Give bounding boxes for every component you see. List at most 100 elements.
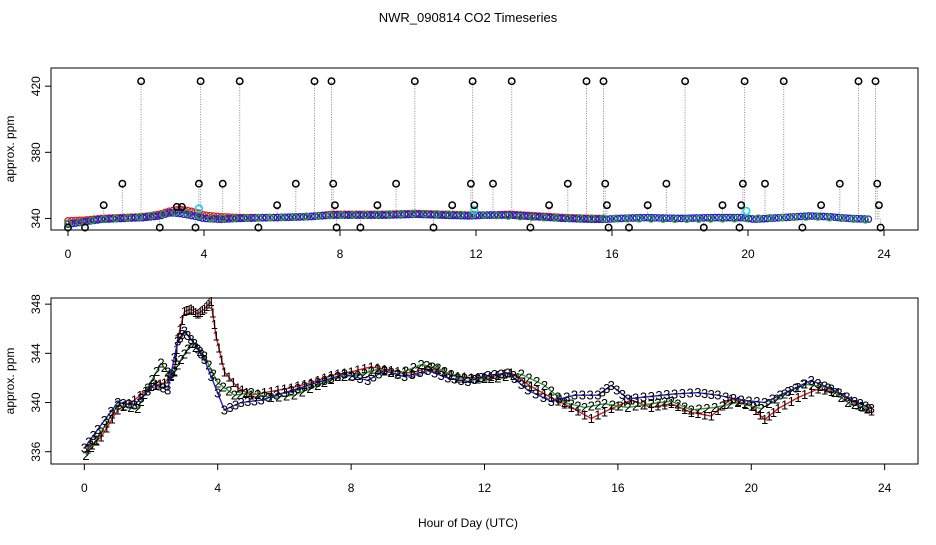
bottom-point-label-blue: 3 bbox=[563, 390, 570, 405]
bottom-series-segment-red bbox=[710, 398, 732, 417]
bottom-point-label-blue: 3 bbox=[619, 387, 626, 402]
bottom-point-label-red: 1 bbox=[261, 385, 268, 400]
bottom-point-label-red: 1 bbox=[190, 303, 197, 318]
bottom-point-label-green: 2 bbox=[192, 340, 199, 355]
bottom-point-label-blue: 3 bbox=[632, 391, 639, 406]
bottom-point-label-red: 1 bbox=[164, 372, 171, 387]
top-point-blue bbox=[524, 212, 532, 221]
bottom-point-label-green: 2 bbox=[481, 371, 488, 386]
top-point-blue bbox=[520, 212, 529, 220]
bottom-point-label-blue: 3 bbox=[356, 371, 363, 386]
top-point-spike bbox=[873, 179, 882, 188]
top-point-blue bbox=[116, 214, 125, 223]
top-point-green bbox=[849, 215, 858, 223]
bottom-point-label-blue: 3 bbox=[655, 388, 662, 403]
top-point-blue bbox=[531, 212, 540, 221]
bottom-point-label-green: 2 bbox=[601, 396, 608, 411]
top-point-blue bbox=[572, 214, 581, 223]
top-point-blue bbox=[333, 211, 342, 219]
bottom-point-label-red: 1 bbox=[109, 411, 116, 426]
bottom-point-label-blue: 3 bbox=[540, 390, 547, 405]
bottom-point-label-blue: 3 bbox=[451, 372, 458, 387]
top-point-spike bbox=[854, 77, 863, 86]
top-point-blue bbox=[239, 214, 248, 223]
bottom-point-label-blue: 3 bbox=[201, 352, 208, 367]
bottom-series-segment-green bbox=[544, 384, 565, 404]
top-point-spike bbox=[235, 77, 244, 86]
bottom-point-label-blue: 3 bbox=[194, 341, 201, 356]
bottom-point-label-blue: 3 bbox=[745, 393, 752, 408]
bottom-point-label-green: 2 bbox=[461, 371, 468, 386]
top-y-tick-label: 380 bbox=[29, 142, 43, 162]
bottom-point-label-blue: 3 bbox=[761, 395, 768, 410]
bottom-point-label-green: 2 bbox=[261, 388, 268, 403]
bottom-point-label-green: 2 bbox=[734, 395, 741, 410]
top-drop-lines bbox=[67, 81, 882, 228]
top-x-tick-label: 0 bbox=[65, 247, 72, 261]
bottom-point-label-red: 1 bbox=[401, 365, 408, 380]
bottom-series-segment-blue bbox=[367, 369, 385, 381]
bottom-point-label-red: 1 bbox=[234, 380, 241, 395]
bottom-series-segment-blue bbox=[830, 388, 855, 402]
top-point-blue bbox=[797, 212, 805, 221]
bottom-series-segment-blue bbox=[83, 429, 99, 449]
bottom-point-label-blue: 3 bbox=[101, 413, 108, 428]
bottom-point-label-blue: 3 bbox=[424, 363, 431, 378]
top-y-tick-label: 420 bbox=[29, 76, 43, 96]
bottom-series-segment-blue bbox=[384, 369, 405, 378]
bottom-series-segment-blue bbox=[651, 393, 675, 398]
bottom-point-label-blue: 3 bbox=[221, 402, 228, 417]
bottom-point-label-green: 2 bbox=[121, 399, 128, 414]
bottom-point-label-red: 1 bbox=[808, 384, 815, 399]
bottom-point-label-green: 2 bbox=[648, 396, 655, 411]
bottom-point-label-blue: 3 bbox=[244, 394, 251, 409]
bottom-series-segment-red bbox=[203, 301, 212, 310]
bottom-point-label-blue: 3 bbox=[708, 387, 715, 402]
bottom-point-label-green: 2 bbox=[321, 375, 328, 390]
top-point-blue bbox=[382, 211, 390, 219]
bottom-series-segment-green bbox=[627, 403, 652, 409]
top-point-blue bbox=[393, 210, 401, 219]
bottom-point-label-red: 1 bbox=[201, 302, 208, 317]
bottom-point-label-red: 1 bbox=[408, 366, 415, 381]
bottom-point-label-green: 2 bbox=[711, 400, 718, 415]
top-baseline-points bbox=[64, 205, 873, 229]
bottom-point-label-blue: 3 bbox=[341, 367, 348, 382]
top-point-green bbox=[563, 214, 572, 222]
top-point-blue bbox=[453, 211, 461, 220]
top-point-blue bbox=[322, 211, 330, 220]
bottom-point-label-blue: 3 bbox=[784, 384, 791, 399]
bottom-point-label-blue: 3 bbox=[868, 401, 875, 416]
bottom-point-label-red: 1 bbox=[156, 377, 163, 392]
bottom-point-label-blue: 3 bbox=[518, 377, 525, 392]
top-point-green bbox=[552, 213, 560, 222]
top-point-blue bbox=[374, 211, 383, 219]
bottom-series-segment-blue bbox=[133, 383, 155, 406]
bottom-point-label-blue: 3 bbox=[375, 366, 382, 381]
bottom-point-label-blue: 3 bbox=[349, 369, 356, 384]
bottom-point-label-green: 2 bbox=[291, 388, 298, 403]
bottom-point-label-red: 1 bbox=[608, 401, 615, 416]
bottom-point-label-blue: 3 bbox=[679, 386, 686, 401]
bottom-point-label-blue: 3 bbox=[843, 390, 850, 405]
bottom-point-label-green: 2 bbox=[327, 372, 334, 387]
bottom-series-segment-green bbox=[160, 362, 172, 378]
top-point-blue bbox=[318, 211, 327, 220]
top-point-blue bbox=[509, 211, 517, 220]
bottom-point-label-blue: 3 bbox=[131, 397, 138, 412]
top-point-blue bbox=[464, 212, 473, 220]
bottom-point-label-red: 1 bbox=[714, 403, 721, 418]
bottom-point-label-blue: 3 bbox=[251, 393, 258, 408]
bottom-series-segment-blue bbox=[203, 359, 226, 411]
top-point-green bbox=[706, 215, 715, 223]
bottom-point-label-red: 1 bbox=[468, 370, 475, 385]
bottom-series-segment-green bbox=[170, 359, 182, 378]
bottom-series-segment-green bbox=[317, 376, 339, 386]
top-point-blue bbox=[857, 215, 865, 223]
bottom-x-tick-label: 16 bbox=[611, 481, 625, 495]
bottom-series-segment-green bbox=[847, 401, 869, 410]
bottom-point-label-blue: 3 bbox=[464, 374, 471, 389]
top-point-blue bbox=[157, 211, 166, 220]
bottom-point-label-green: 2 bbox=[171, 363, 178, 378]
